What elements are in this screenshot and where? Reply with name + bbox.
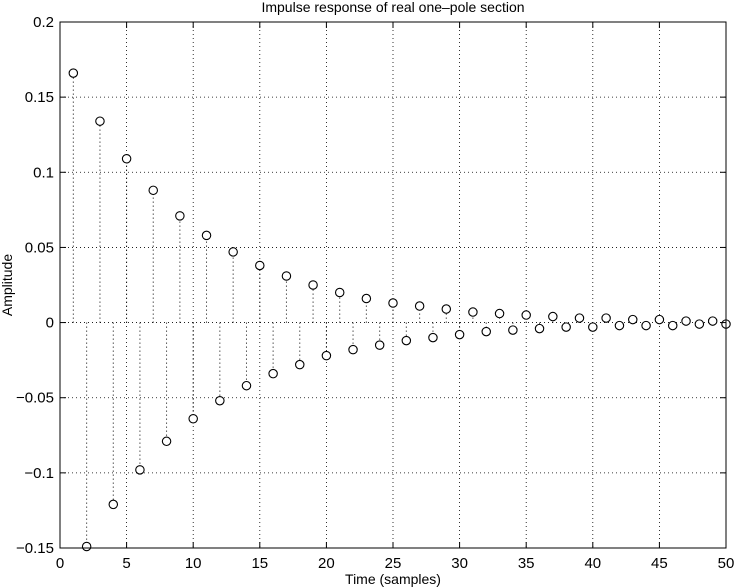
data-point	[374, 340, 385, 350]
x-tick-label: 35	[518, 555, 535, 572]
data-point	[641, 320, 651, 331]
data-point	[454, 329, 465, 340]
data-point	[348, 344, 358, 355]
data-point	[494, 308, 505, 319]
data-point	[268, 368, 278, 379]
x-tick-label: 25	[385, 555, 402, 572]
data-point	[228, 247, 238, 257]
y-tick-label: −0.05	[16, 390, 54, 407]
data-point	[201, 230, 212, 241]
x-tick-label: 40	[584, 555, 601, 572]
data-point	[707, 316, 718, 326]
x-tick-label: 15	[251, 555, 268, 572]
x-tick-label: 45	[651, 555, 668, 572]
data-point	[481, 326, 491, 337]
data-point	[468, 307, 478, 317]
data-point	[388, 298, 398, 308]
data-point	[548, 311, 558, 322]
x-tick-label: 20	[318, 555, 335, 572]
data-point	[255, 260, 265, 271]
y-tick-label: 0.2	[33, 14, 54, 31]
data-point	[334, 287, 345, 298]
chart-title: Impulse response of real one–pole sectio…	[261, 0, 524, 15]
data-point	[281, 271, 292, 281]
data-point	[108, 499, 119, 510]
data-point	[694, 319, 705, 329]
y-tick-label: −0.15	[16, 540, 54, 557]
data-point	[68, 68, 79, 78]
data-point	[241, 380, 252, 391]
data-point	[161, 436, 172, 447]
x-tick-label: 5	[122, 555, 130, 572]
y-tick-label: 0	[46, 315, 54, 332]
x-tick-label: 30	[451, 555, 468, 572]
data-point	[681, 316, 691, 326]
data-point	[667, 320, 678, 331]
data-point	[121, 154, 132, 164]
x-tick-label: 50	[718, 555, 734, 572]
data-point	[561, 322, 571, 332]
x-tick-label: 10	[185, 555, 202, 572]
data-point	[508, 325, 518, 335]
data-point	[428, 332, 438, 343]
data-point	[215, 395, 225, 406]
data-point	[135, 465, 145, 475]
y-tick-label: −0.1	[24, 465, 54, 482]
data-point	[614, 320, 625, 331]
x-tick-label: 0	[56, 555, 64, 572]
data-point	[574, 313, 585, 323]
data-point	[441, 304, 452, 314]
data-point	[321, 350, 332, 361]
x-axis-title: Time (samples)	[345, 571, 441, 587]
data-point	[654, 314, 665, 325]
data-point	[401, 335, 412, 346]
y-tick-label: 0.05	[25, 239, 54, 256]
data-point	[81, 541, 92, 552]
data-point	[521, 310, 531, 320]
data-point	[308, 280, 318, 290]
data-point	[414, 301, 425, 311]
data-point	[95, 116, 105, 126]
data-point	[601, 313, 611, 323]
y-axis-title: Amplitude	[0, 254, 15, 316]
data-point	[588, 322, 598, 332]
y-tick-label: 0.15	[25, 89, 54, 106]
data-point	[295, 359, 305, 370]
data-point	[628, 314, 638, 325]
data-point	[188, 414, 198, 424]
data-point	[175, 211, 185, 221]
axes-box	[59, 21, 727, 549]
data-point	[361, 293, 372, 304]
data-point	[534, 323, 545, 334]
data-point	[148, 185, 158, 196]
y-tick-label: 0.1	[33, 164, 54, 181]
